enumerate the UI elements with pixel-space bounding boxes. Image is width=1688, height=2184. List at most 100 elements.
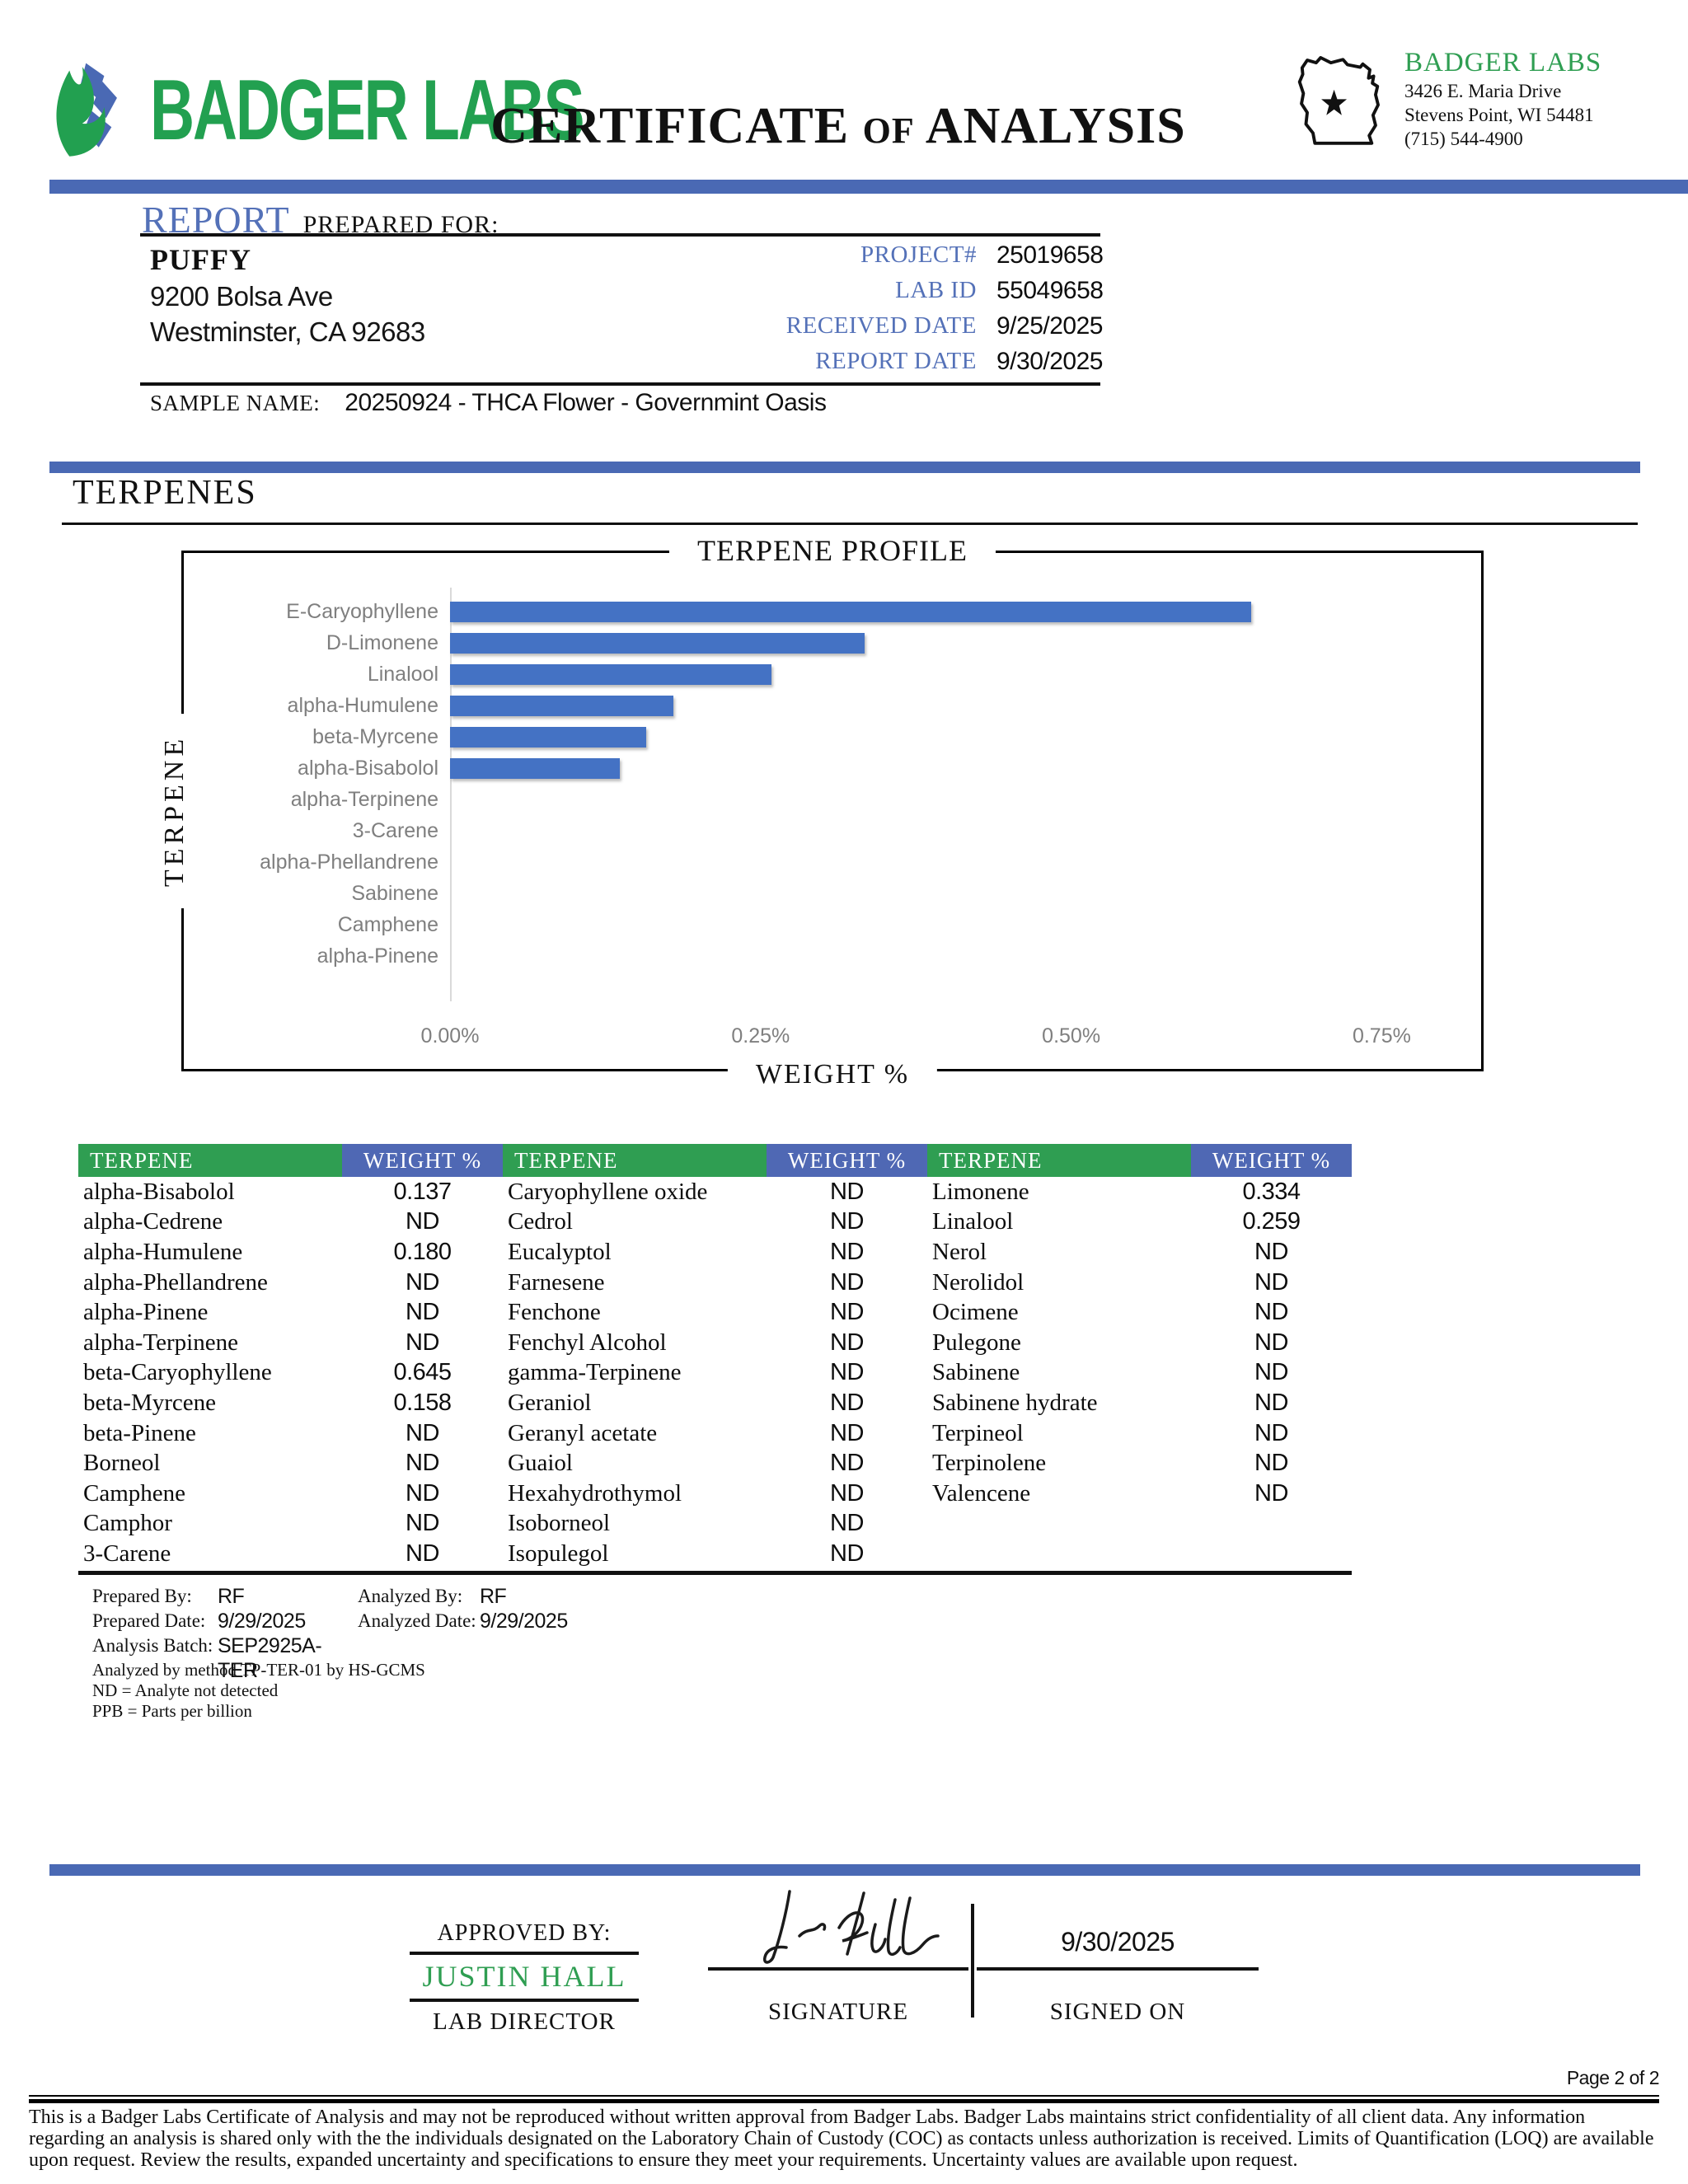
leaf-logo-icon xyxy=(51,58,134,162)
chart-bar-track xyxy=(450,726,1481,748)
approval-block: APPROVED BY: JUSTIN HALL LAB DIRECTOR SI… xyxy=(410,1887,1259,2052)
chart-category-label: E-Caryophyllene xyxy=(286,599,438,623)
table-row: alpha-Humulene 0.180 xyxy=(78,1237,503,1268)
chart-bar-track xyxy=(450,790,1481,810)
terpene-weight-cell: ND xyxy=(1254,1389,1288,1416)
page-title: CERTIFICATE OF ANALYSIS xyxy=(467,97,1209,160)
terpene-weight-cell: 0.180 xyxy=(393,1238,452,1265)
terpene-weight-cell: ND xyxy=(830,1299,864,1326)
signature-line xyxy=(708,1967,968,1971)
table-row: alpha-Phellandrene ND xyxy=(78,1268,503,1298)
client-address-line1: 9200 Bolsa Ave xyxy=(150,281,333,312)
table-row: Camphene ND xyxy=(78,1479,503,1509)
table-row: Sabinene hydrate ND xyxy=(927,1388,1352,1418)
terpene-weight-cell: 0.137 xyxy=(393,1178,452,1205)
terpene-weight-cell: ND xyxy=(1254,1299,1288,1326)
terpene-name-cell: gamma-Terpinene xyxy=(508,1359,682,1386)
chart-row: alpha-Pinene xyxy=(184,940,1481,972)
chart-row: alpha-Bisabolol xyxy=(184,752,1481,784)
terpene-name-cell: Linalool xyxy=(932,1208,1014,1235)
terpene-name-cell: Limonene xyxy=(932,1178,1029,1205)
table-row: Cedrol ND xyxy=(503,1207,927,1238)
analyzed-by-label: Analyzed By: xyxy=(358,1586,463,1606)
chart-row: D-Limonene xyxy=(184,627,1481,658)
chart-row: beta-Myrcene xyxy=(184,721,1481,752)
report-meta-value: 25019658 xyxy=(996,241,1104,269)
table-row: Valencene ND xyxy=(927,1479,1352,1509)
terpene-weight-cell: ND xyxy=(830,1238,864,1265)
approver-name-line xyxy=(410,1999,639,2002)
chart-bar xyxy=(450,726,647,748)
star-icon xyxy=(1321,89,1348,115)
terpene-name-cell: Hexahydrothymol xyxy=(508,1479,682,1507)
chart-axis-line xyxy=(450,588,452,1001)
chart-tick-label: 0.00% xyxy=(420,1024,480,1047)
table-row: Hexahydrothymol ND xyxy=(503,1479,927,1509)
prepared-date-label: Prepared Date: xyxy=(92,1610,206,1631)
terpene-weight-cell: ND xyxy=(830,1540,864,1567)
chart-category-label: beta-Myrcene xyxy=(312,724,438,748)
chart-category-label: 3-Carene xyxy=(352,818,438,842)
terpene-weight-cell: ND xyxy=(830,1450,864,1477)
terpene-name-cell: Fenchyl Alcohol xyxy=(508,1329,667,1356)
table-row: Pulegone ND xyxy=(927,1328,1352,1358)
table-header-terpene: TERPENE xyxy=(503,1144,767,1177)
title-certificate: CERTIFICATE xyxy=(490,98,850,154)
terpene-weight-cell: ND xyxy=(1254,1268,1288,1296)
chart-bar-track xyxy=(450,757,1481,779)
terpene-weight-cell: ND xyxy=(406,1268,439,1296)
terpene-name-cell: beta-Myrcene xyxy=(83,1389,217,1416)
terpene-name-cell: Camphor xyxy=(83,1510,172,1537)
table-row: Caryophyllene oxide ND xyxy=(503,1177,927,1207)
analysis-batch-value: SEP2925A-TER xyxy=(218,1634,322,1682)
report-meta-value: 9/25/2025 xyxy=(996,312,1103,340)
chart-bar-track xyxy=(450,852,1481,873)
chart-category-label: alpha-Terpinene xyxy=(290,787,438,811)
chart-bar xyxy=(450,663,772,685)
table-header-terpene: TERPENE xyxy=(78,1144,342,1177)
terpene-name-cell: Farnesene xyxy=(508,1268,605,1296)
terpene-name-cell: Ocimene xyxy=(932,1299,1019,1326)
chart-bar-track xyxy=(450,915,1481,935)
table-row: Isoborneol ND xyxy=(503,1509,927,1540)
table-row: Eucalyptol ND xyxy=(503,1237,927,1268)
chart-row: Camphene xyxy=(184,909,1481,940)
analyzed-by-value: RF xyxy=(480,1585,507,1608)
table-row: beta-Myrcene 0.158 xyxy=(78,1388,503,1418)
table-row: Guaiol ND xyxy=(503,1448,927,1479)
sample-name-value: 20250924 - THCA Flower - Governmint Oasi… xyxy=(345,389,827,416)
nd-note: ND = Analyte not detected xyxy=(92,1680,279,1700)
chart-category-label: Camphene xyxy=(337,912,438,936)
title-of: OF xyxy=(862,110,915,151)
report-meta-row: PROJECT# 25019658 xyxy=(577,237,1104,273)
sample-name-row: SAMPLE NAME: 20250924 - THCA Flower - Go… xyxy=(150,389,827,417)
terpene-weight-cell: ND xyxy=(1254,1238,1288,1265)
table-header-terpene: TERPENE xyxy=(927,1144,1191,1177)
terpene-name-cell: alpha-Phellandrene xyxy=(83,1268,268,1296)
table-row: Linalool 0.259 xyxy=(927,1207,1352,1238)
chart-category-label: alpha-Pinene xyxy=(316,944,438,968)
terpene-name-cell: beta-Pinene xyxy=(83,1419,196,1446)
approval-divider xyxy=(971,1904,974,2018)
table-row: alpha-Pinene ND xyxy=(78,1297,503,1328)
analysis-notes: Analyzed by method TP-TER-01 by HS-GCMS … xyxy=(92,1660,425,1722)
badger-labs-logo: BADGER LABS xyxy=(51,58,752,162)
chart-x-axis-label: WEIGHT % xyxy=(727,1059,938,1090)
terpene-name-cell: Cedrol xyxy=(508,1208,573,1235)
chart-category-label: Linalool xyxy=(367,662,438,686)
client-block: PUFFY 9200 Bolsa Ave Westminster, CA 926… xyxy=(150,241,425,349)
divider-bar-top xyxy=(49,180,1688,194)
chart-category-label: alpha-Bisabolol xyxy=(298,756,438,780)
terpene-weight-cell: ND xyxy=(830,1510,864,1537)
chart-ticks: 0.00% 0.25% 0.50% 0.75% xyxy=(421,1024,1481,1051)
terpene-name-cell: Geranyl acetate xyxy=(508,1419,658,1446)
terpene-weight-cell: ND xyxy=(830,1178,864,1205)
lab-address-line1: 3426 E. Maria Drive xyxy=(1404,81,1562,101)
table-row: Fenchyl Alcohol ND xyxy=(503,1328,927,1358)
terpene-weight-cell: ND xyxy=(1254,1329,1288,1356)
table-row: gamma-Terpinene ND xyxy=(503,1358,927,1389)
terpene-name-cell: alpha-Cedrene xyxy=(83,1208,223,1235)
section-underline xyxy=(62,523,1638,525)
chart-bar xyxy=(450,757,621,779)
table-bottom-line xyxy=(78,1571,1352,1575)
